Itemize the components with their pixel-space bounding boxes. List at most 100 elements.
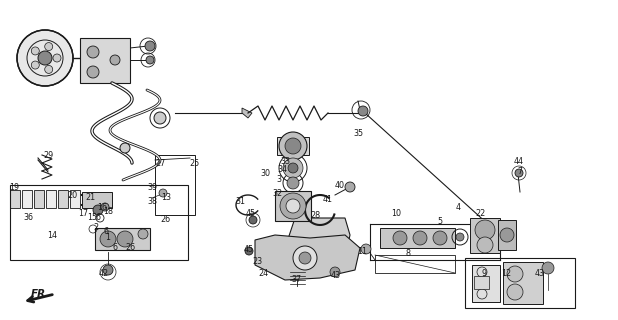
- Circle shape: [87, 46, 99, 58]
- Text: 45: 45: [244, 244, 254, 253]
- Bar: [474, 276, 489, 289]
- Text: FR.: FR.: [30, 289, 49, 299]
- Bar: [80, 38, 130, 83]
- Text: 35: 35: [353, 129, 363, 138]
- Bar: [465, 258, 575, 308]
- Circle shape: [93, 205, 103, 215]
- Circle shape: [32, 61, 40, 69]
- Bar: [470, 218, 500, 253]
- Circle shape: [117, 231, 133, 247]
- Text: 40: 40: [335, 181, 345, 190]
- Circle shape: [53, 54, 61, 62]
- Circle shape: [44, 43, 53, 51]
- Circle shape: [145, 41, 155, 51]
- Circle shape: [542, 262, 554, 274]
- Text: 11: 11: [357, 246, 367, 255]
- Circle shape: [475, 220, 495, 240]
- Text: 16: 16: [97, 204, 107, 212]
- Circle shape: [280, 193, 306, 219]
- Text: 1: 1: [106, 234, 111, 243]
- Text: 26: 26: [160, 215, 170, 225]
- Text: 14: 14: [47, 230, 57, 239]
- Circle shape: [120, 143, 130, 153]
- Text: 42: 42: [99, 269, 109, 278]
- Text: 44: 44: [514, 157, 524, 166]
- Circle shape: [393, 231, 407, 245]
- Bar: [70, 190, 80, 208]
- Circle shape: [358, 106, 368, 116]
- Circle shape: [103, 265, 113, 275]
- Circle shape: [287, 177, 299, 189]
- Bar: [95, 228, 150, 250]
- Circle shape: [101, 203, 109, 211]
- Bar: [155, 155, 195, 215]
- Circle shape: [138, 229, 148, 239]
- Bar: [34, 190, 44, 208]
- Text: 29: 29: [43, 151, 53, 161]
- Polygon shape: [472, 265, 500, 302]
- Bar: [375, 255, 455, 273]
- Text: 34: 34: [277, 165, 287, 174]
- Circle shape: [413, 231, 427, 245]
- Text: 31: 31: [235, 196, 245, 205]
- Circle shape: [507, 266, 523, 282]
- Text: 6: 6: [96, 213, 101, 222]
- Text: 19: 19: [9, 183, 19, 193]
- Circle shape: [279, 132, 307, 160]
- Circle shape: [38, 51, 52, 65]
- Bar: [58, 190, 68, 208]
- Circle shape: [146, 56, 154, 64]
- Text: 43: 43: [331, 270, 341, 279]
- Text: 24: 24: [258, 268, 268, 277]
- Text: 37: 37: [291, 275, 301, 284]
- Polygon shape: [285, 218, 350, 262]
- Text: 13: 13: [161, 194, 171, 203]
- Circle shape: [159, 189, 167, 197]
- Circle shape: [245, 247, 253, 255]
- Text: 26: 26: [125, 244, 135, 252]
- Circle shape: [515, 169, 523, 177]
- Text: 6: 6: [112, 244, 117, 252]
- Text: 23: 23: [252, 258, 262, 267]
- Circle shape: [100, 231, 116, 247]
- Text: 12: 12: [501, 269, 511, 278]
- Circle shape: [345, 182, 355, 192]
- Text: 43: 43: [535, 269, 545, 278]
- Circle shape: [17, 30, 73, 86]
- Bar: [10, 185, 188, 260]
- Circle shape: [87, 66, 99, 78]
- Text: 39: 39: [147, 183, 157, 193]
- Bar: [275, 191, 311, 221]
- Polygon shape: [255, 235, 360, 280]
- Text: 6: 6: [103, 228, 109, 236]
- Text: 33: 33: [280, 156, 290, 165]
- Text: 36: 36: [23, 213, 33, 222]
- Bar: [46, 190, 56, 208]
- Circle shape: [293, 246, 317, 270]
- Text: 5: 5: [438, 218, 442, 227]
- Circle shape: [154, 112, 166, 124]
- Text: 17: 17: [78, 210, 88, 219]
- Text: 32: 32: [272, 188, 282, 197]
- Text: 45: 45: [246, 210, 256, 219]
- Bar: [10, 190, 20, 208]
- Circle shape: [110, 55, 120, 65]
- Text: 10: 10: [391, 209, 401, 218]
- Text: 8: 8: [405, 250, 410, 259]
- Circle shape: [361, 244, 371, 254]
- Text: 20: 20: [67, 191, 77, 201]
- Circle shape: [44, 65, 53, 73]
- Text: 28: 28: [310, 211, 320, 220]
- Bar: [22, 190, 32, 208]
- Text: 21: 21: [85, 194, 95, 203]
- Circle shape: [477, 237, 493, 253]
- Text: 38: 38: [147, 197, 157, 206]
- Bar: [277, 137, 309, 155]
- Circle shape: [288, 163, 298, 173]
- Circle shape: [249, 216, 257, 224]
- Circle shape: [330, 267, 340, 277]
- Circle shape: [507, 284, 523, 300]
- Text: 27: 27: [155, 158, 165, 167]
- Circle shape: [285, 138, 301, 154]
- Text: 2: 2: [93, 223, 98, 233]
